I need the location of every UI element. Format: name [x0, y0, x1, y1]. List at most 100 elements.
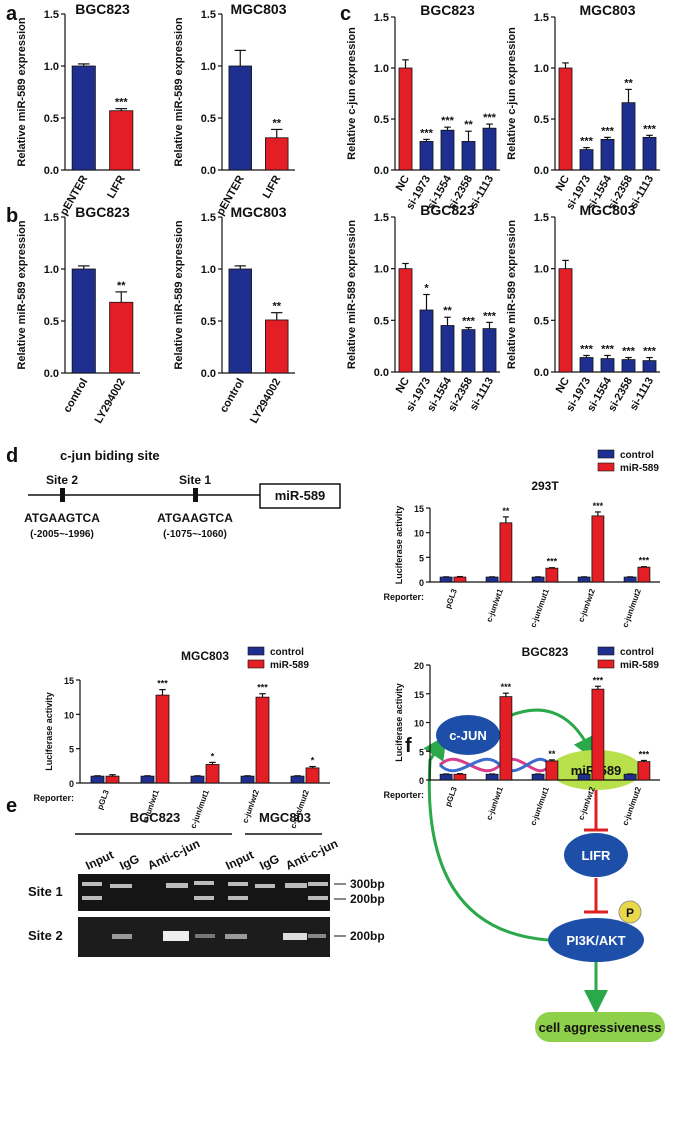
significance: *** [622, 346, 636, 358]
x-tick-label: c-jun/mut1 [529, 785, 551, 827]
site-sequence: ATGAAGTCA [157, 511, 233, 525]
significance: * [211, 751, 215, 761]
significance: *** [639, 556, 650, 566]
bar [579, 357, 594, 373]
bar [461, 141, 476, 171]
significance: * [424, 283, 429, 295]
y-tick-label: 1.0 [201, 264, 216, 276]
significance: *** [580, 343, 594, 355]
bar [71, 65, 96, 171]
row-label: Site 1 [28, 884, 63, 899]
bar [265, 137, 289, 171]
cell-line: MGC803 [259, 810, 311, 825]
bar [623, 576, 637, 583]
y-tick-label: 1.0 [44, 264, 59, 276]
y-axis-label: Luciferase activity [44, 692, 54, 771]
panel-label: c [340, 3, 351, 25]
x-tick-label: LY294002 [248, 377, 283, 426]
y-tick-label: 0.0 [534, 367, 549, 379]
x-tick-label: pGL3 [443, 785, 459, 808]
panel-label: e [6, 795, 17, 817]
y-tick-label: 0 [419, 578, 424, 588]
bar [440, 325, 455, 373]
x-prefix: Reporter: [383, 592, 424, 602]
x-tick-label: NC [394, 375, 412, 395]
bar [440, 129, 455, 171]
x-tick-label: c-jun/mut2 [621, 587, 643, 629]
x-tick-label: c-jun/wt2 [577, 587, 598, 623]
y-tick-label: 0.5 [44, 113, 59, 125]
x-tick-label: LIFR [105, 173, 128, 200]
bar [419, 309, 434, 373]
bar [485, 773, 499, 781]
x-tick-label: c-jun/wt2 [241, 788, 262, 824]
node-outcome [535, 1012, 665, 1042]
pathway: c-JUN miR-589 LIFR PI3K/AKT P cell aggre… [423, 708, 665, 1042]
significance: *** [643, 346, 657, 358]
y-tick-label: 1.5 [44, 9, 59, 21]
y-tick-label: 1.5 [374, 12, 389, 24]
bar [579, 149, 594, 171]
x-tick-label: NC [394, 173, 412, 193]
legend-swatch [597, 449, 615, 459]
lane-label: Anti-c-jun [283, 836, 340, 872]
x-tick-label: c-jun/mut1 [189, 788, 211, 830]
bar [140, 775, 155, 784]
y-tick-label: 0.5 [201, 316, 216, 328]
y-axis-label: Relative miR-589 expression [346, 220, 358, 369]
bar [623, 773, 637, 781]
bar [71, 268, 96, 374]
bar [482, 328, 497, 373]
bar [461, 329, 476, 373]
chart-title: MGC803 [230, 1, 286, 17]
bar [600, 358, 615, 373]
bar [637, 566, 651, 583]
bar [240, 775, 255, 784]
site-position: (-2005~-1996) [30, 529, 94, 540]
significance: *** [501, 682, 512, 692]
y-tick-label: 0.0 [44, 165, 59, 177]
y-axis-label: Luciferase activity [394, 683, 404, 762]
bar [577, 576, 591, 583]
panel-label: f [405, 735, 412, 757]
marker-label: 200bp [350, 929, 385, 943]
legend-swatch [247, 646, 265, 656]
y-tick-label: 0.0 [374, 165, 389, 177]
chart-title: BGC823 [420, 202, 475, 218]
y-tick-label: 15 [414, 690, 424, 700]
chart-title: 293T [531, 479, 559, 493]
y-tick-label: 5 [69, 745, 74, 755]
node-label: c-JUN [449, 728, 487, 743]
y-tick-label: 0.0 [44, 368, 59, 380]
significance: *** [441, 115, 455, 127]
bar [109, 110, 134, 171]
y-tick-label: 5 [419, 747, 424, 757]
significance: *** [601, 343, 615, 355]
bar [398, 67, 413, 171]
bar [228, 268, 252, 374]
bar [109, 301, 134, 374]
bar [305, 767, 320, 784]
node-phospho [618, 900, 642, 924]
x-tick-label: pGL3 [95, 788, 111, 811]
significance: ** [624, 77, 633, 89]
y-tick-label: 5 [419, 553, 424, 563]
y-axis-label: Relative miR-589 expression [16, 220, 28, 369]
chart-title: MGC803 [579, 2, 635, 18]
lane-label: Input [223, 848, 255, 873]
bar [155, 694, 170, 784]
x-tick-label: c-jun/wt1 [485, 587, 506, 623]
significance: *** [483, 112, 497, 124]
significance: ** [272, 117, 281, 129]
legend-swatch [597, 462, 615, 472]
y-tick-label: 20 [414, 661, 424, 671]
x-tick-label: control [218, 377, 247, 415]
node-label: PI3K/AKT [566, 933, 625, 948]
y-tick-label: 15 [414, 504, 424, 514]
panel-label: b [6, 205, 18, 227]
significance: *** [462, 316, 476, 328]
x-tick-label: LIFR [261, 173, 284, 200]
y-axis-label: Relative c-jun expression [346, 27, 358, 160]
y-tick-label: 1.0 [534, 63, 549, 75]
panel-label: a [6, 3, 18, 25]
